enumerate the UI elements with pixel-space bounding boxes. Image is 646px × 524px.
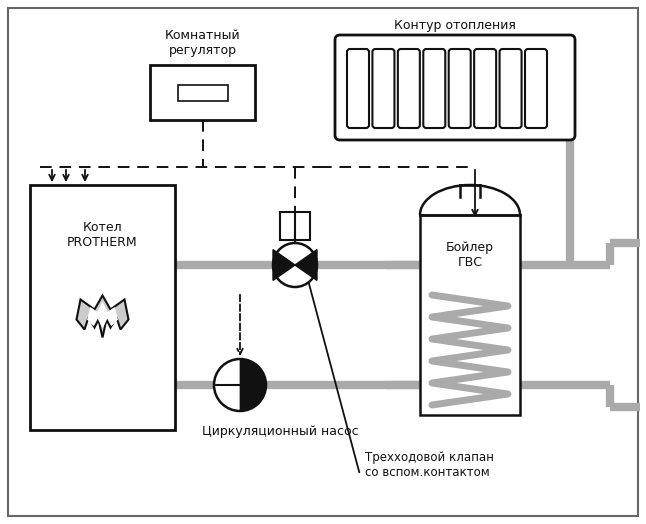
Polygon shape	[240, 359, 266, 411]
Bar	[280, 212, 310, 240]
Bar	[178, 84, 227, 101]
Text: Комнатный
регулятор: Комнатный регулятор	[165, 29, 240, 57]
Circle shape	[214, 359, 266, 411]
Bar	[150, 65, 255, 120]
Polygon shape	[87, 302, 118, 328]
Polygon shape	[295, 249, 317, 280]
Text: Трехходовой клапан
со вспом.контактом: Трехходовой клапан со вспом.контактом	[365, 451, 494, 479]
Text: Бойлер
ГВС: Бойлер ГВС	[446, 241, 494, 269]
FancyBboxPatch shape	[398, 49, 420, 128]
FancyBboxPatch shape	[525, 49, 547, 128]
Bar	[30, 185, 175, 430]
Text: Котел
PROTHERM: Котел PROTHERM	[67, 221, 138, 249]
Text: Контур отопления: Контур отопления	[394, 18, 516, 31]
FancyBboxPatch shape	[373, 49, 395, 128]
FancyBboxPatch shape	[347, 49, 369, 128]
FancyBboxPatch shape	[335, 35, 575, 140]
Polygon shape	[273, 249, 295, 280]
FancyBboxPatch shape	[474, 49, 496, 128]
Text: Циркуляционный насос: Циркуляционный насос	[202, 424, 359, 438]
FancyBboxPatch shape	[499, 49, 521, 128]
FancyBboxPatch shape	[449, 49, 471, 128]
FancyBboxPatch shape	[423, 49, 445, 128]
Bar	[420, 215, 520, 415]
Polygon shape	[76, 296, 129, 337]
Circle shape	[273, 243, 317, 287]
